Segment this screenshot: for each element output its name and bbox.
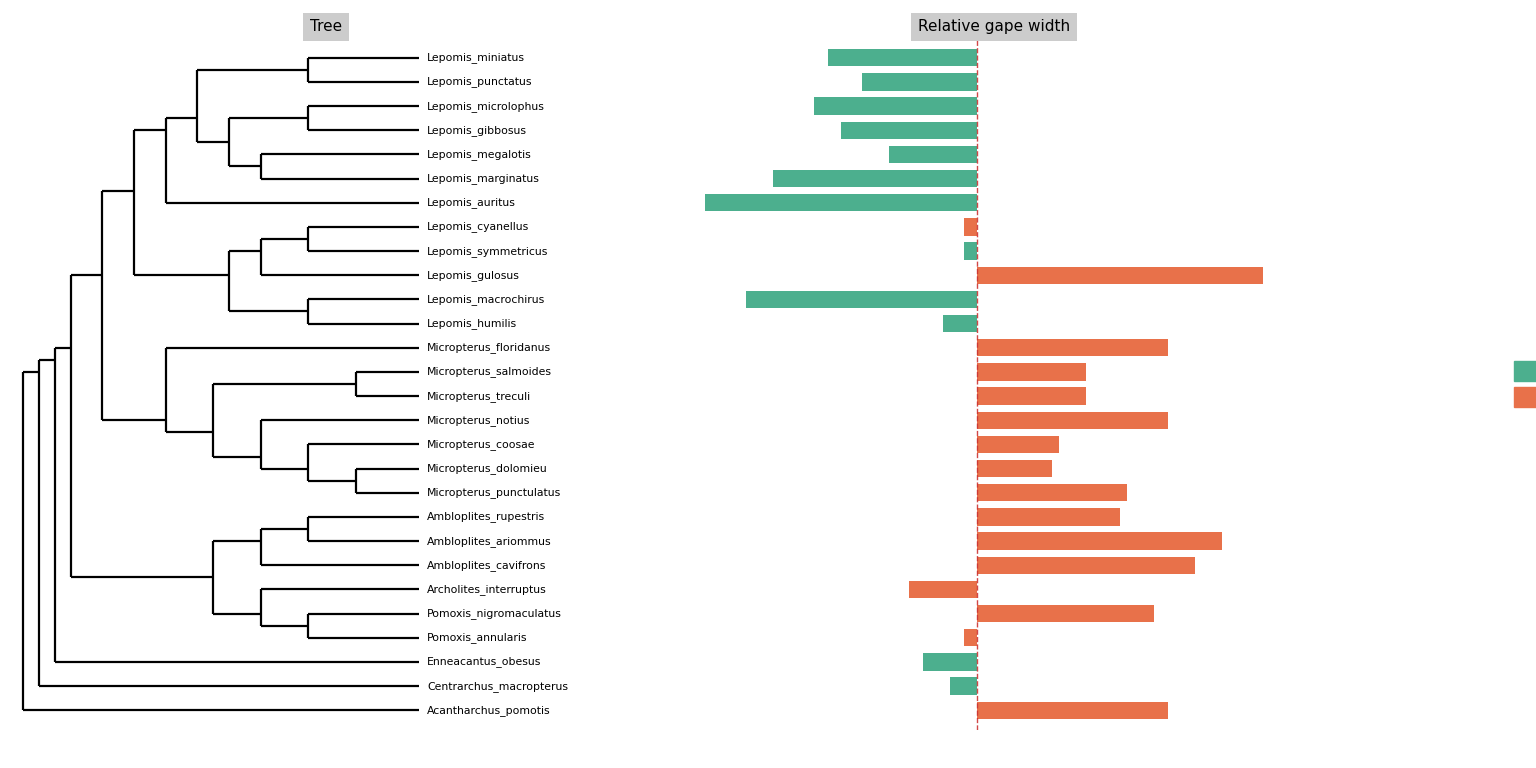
Bar	[963, 218, 977, 236]
Text: Centrarchus_macropterus: Centrarchus_macropterus	[427, 680, 568, 691]
Text: Micropterus_dolomieu: Micropterus_dolomieu	[427, 463, 548, 474]
Legend: Non-piscivorous, Piscivorous: Non-piscivorous, Piscivorous	[1508, 356, 1536, 412]
Bar	[814, 98, 977, 114]
Text: Ambloplites_ariommus: Ambloplites_ariommus	[427, 535, 551, 547]
Bar	[977, 605, 1154, 622]
Title: Tree: Tree	[310, 19, 343, 35]
Text: Micropterus_punctulatus: Micropterus_punctulatus	[427, 488, 561, 498]
Text: Micropterus_floridanus: Micropterus_floridanus	[427, 343, 551, 353]
Text: Lepomis_humilis: Lepomis_humilis	[427, 318, 518, 329]
Bar	[746, 291, 977, 308]
Text: Lepomis_megalotis: Lepomis_megalotis	[427, 149, 531, 160]
Bar	[977, 508, 1120, 525]
Text: Lepomis_marginatus: Lepomis_marginatus	[427, 173, 541, 184]
Text: Lepomis_auritus: Lepomis_auritus	[427, 197, 516, 208]
Bar	[977, 701, 1167, 719]
Bar	[977, 557, 1195, 574]
Bar	[909, 581, 977, 598]
Bar	[889, 146, 977, 163]
Text: Ambloplites_rupestris: Ambloplites_rupestris	[427, 511, 545, 522]
Text: Micropterus_notius: Micropterus_notius	[427, 415, 530, 425]
Text: Lepomis_cyanellus: Lepomis_cyanellus	[427, 221, 530, 233]
Text: Acantharchus_pomotis: Acantharchus_pomotis	[427, 705, 551, 716]
Bar	[773, 170, 977, 187]
Text: Lepomis_macrochirus: Lepomis_macrochirus	[427, 294, 545, 305]
Bar	[842, 121, 977, 139]
Text: Pomoxis_nigromaculatus: Pomoxis_nigromaculatus	[427, 608, 562, 619]
Bar	[977, 532, 1223, 550]
Bar	[977, 460, 1052, 477]
Text: Micropterus_salmoides: Micropterus_salmoides	[427, 366, 551, 377]
Title: Relative gape width: Relative gape width	[919, 19, 1071, 35]
Bar	[977, 339, 1167, 356]
Bar	[977, 412, 1167, 429]
Text: Lepomis_miniatus: Lepomis_miniatus	[427, 52, 525, 63]
Bar	[977, 484, 1127, 502]
Text: Enneacantus_obesus: Enneacantus_obesus	[427, 657, 542, 667]
Bar	[977, 387, 1086, 405]
Bar	[923, 654, 977, 670]
Bar	[963, 243, 977, 260]
Text: Lepomis_microlophus: Lepomis_microlophus	[427, 101, 545, 111]
Bar	[977, 435, 1058, 453]
Text: Lepomis_symmetricus: Lepomis_symmetricus	[427, 246, 548, 257]
Bar	[977, 363, 1086, 381]
Bar	[951, 677, 977, 695]
Bar	[963, 629, 977, 647]
Bar	[862, 73, 977, 91]
Bar	[977, 266, 1263, 284]
Text: Pomoxis_annularis: Pomoxis_annularis	[427, 632, 527, 644]
Bar	[943, 315, 977, 333]
Text: Archolites_interruptus: Archolites_interruptus	[427, 584, 547, 595]
Text: Ambloplites_cavifrons: Ambloplites_cavifrons	[427, 560, 547, 571]
Bar	[705, 194, 977, 211]
Text: Lepomis_gibbosus: Lepomis_gibbosus	[427, 124, 527, 136]
Text: Lepomis_gulosus: Lepomis_gulosus	[427, 270, 521, 280]
Text: Micropterus_coosae: Micropterus_coosae	[427, 439, 536, 450]
Text: Micropterus_treculi: Micropterus_treculi	[427, 391, 531, 402]
Text: Lepomis_punctatus: Lepomis_punctatus	[427, 77, 533, 88]
Bar	[828, 49, 977, 67]
